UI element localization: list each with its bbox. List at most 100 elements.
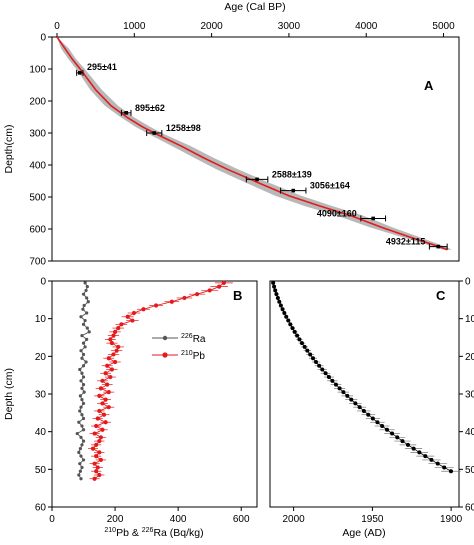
- panel-b-legend: 226Ra 210Pb: [152, 333, 206, 362]
- x-tick-label: 4000: [355, 21, 378, 32]
- pb210-point: [94, 454, 99, 459]
- ra226-point: [79, 349, 83, 353]
- age-point: [400, 439, 405, 444]
- pb210-point: [111, 352, 116, 357]
- ra226-point: [79, 477, 83, 481]
- pb210-point: [119, 322, 124, 327]
- date-label: 4932±115: [386, 237, 425, 247]
- pb210-point: [97, 438, 102, 444]
- pb210-point: [125, 314, 130, 319]
- age-point: [297, 337, 302, 342]
- pb210-point: [97, 472, 102, 478]
- panel-c-frame: [269, 280, 460, 508]
- ra226-point: [84, 288, 88, 293]
- pb210-point: [103, 397, 108, 402]
- y-tick-label: 60: [465, 503, 474, 514]
- pb210-point: [116, 325, 121, 331]
- panel-b-series-group: [75, 280, 233, 481]
- y-tick-label: 0: [465, 277, 471, 288]
- ra226-point: [77, 450, 81, 454]
- age-point: [299, 341, 304, 346]
- y-tick-label: 400: [29, 161, 46, 172]
- ra226-point: [77, 420, 81, 424]
- ra226-point: [81, 292, 86, 296]
- panel-c-x-ticks: 2000 1950 1900: [283, 507, 463, 525]
- pb210-line: [92, 282, 225, 480]
- date-label: 3056±164: [310, 181, 350, 191]
- pb210-point: [98, 457, 103, 463]
- date-point: [291, 188, 296, 193]
- panel-c-series-group: [271, 280, 461, 474]
- x-tick-label: 2000: [283, 514, 306, 525]
- xlabel-sup-1: 210: [104, 527, 116, 534]
- ra226-point: [78, 469, 82, 473]
- age-point: [337, 386, 342, 391]
- age-point: [313, 359, 318, 364]
- ra226-point: [86, 300, 90, 304]
- pb210-point: [112, 359, 118, 365]
- date-point: [436, 244, 441, 249]
- ra226-point: [84, 360, 88, 364]
- ra226-point: [83, 281, 87, 285]
- ra226-point: [81, 416, 86, 421]
- age-point: [271, 280, 276, 285]
- x-tick-label: 1000: [123, 21, 146, 32]
- age-point: [448, 469, 453, 474]
- xlabel-text-1: Pb &: [116, 527, 142, 539]
- ra226-point: [81, 322, 86, 326]
- pb210-point: [106, 390, 111, 395]
- age-point: [323, 371, 328, 376]
- age-point: [345, 393, 350, 398]
- ra226-point: [79, 454, 83, 458]
- age-point: [361, 408, 366, 413]
- ra226-point: [79, 379, 83, 383]
- pb210-point: [108, 337, 113, 342]
- pb210-point: [111, 333, 116, 338]
- panel-a-x-ticks: 0 1000 2000 3000 4000 5000: [54, 21, 455, 37]
- age-point: [380, 424, 385, 429]
- age-point: [292, 329, 297, 334]
- ra226-point: [80, 413, 84, 417]
- ra226-point: [80, 398, 84, 402]
- legend-pb-marker: [162, 352, 168, 358]
- ra226-point: [81, 428, 86, 432]
- y-tick-label: 40: [465, 427, 474, 438]
- age-point: [333, 382, 338, 387]
- pb210-point: [217, 284, 222, 289]
- pb210-point: [114, 348, 119, 353]
- age-point: [317, 363, 322, 368]
- age-point: [288, 322, 293, 327]
- pb210-point: [116, 344, 121, 350]
- y-tick-label: 100: [29, 65, 46, 76]
- ra226-point: [81, 375, 86, 379]
- date-point: [152, 131, 157, 135]
- ra226-point: [78, 394, 82, 398]
- x-tick-label: 600: [233, 514, 250, 525]
- age-point: [423, 454, 428, 459]
- ra226-point: [83, 345, 87, 349]
- ra226-point: [85, 311, 89, 315]
- ra226-point: [83, 318, 87, 323]
- ra226-point: [85, 326, 89, 330]
- pb210-point: [153, 303, 159, 308]
- date-point: [255, 177, 259, 182]
- ra226-point: [78, 409, 82, 413]
- panel-a-label: A: [424, 78, 434, 93]
- ra226-point: [80, 424, 84, 428]
- pb210-point: [103, 420, 108, 425]
- ra226-point: [79, 435, 83, 439]
- ra226-point: [81, 364, 86, 368]
- age-point: [286, 318, 291, 323]
- ra226-point: [75, 431, 79, 436]
- pb210-point: [207, 288, 212, 293]
- age-point: [341, 390, 346, 395]
- panel-a-xlabel: Age (Cal BP): [224, 1, 285, 13]
- date-point: [124, 111, 128, 115]
- x-tick-label: 1950: [361, 514, 384, 525]
- y-tick-label: 20: [465, 352, 474, 363]
- pb210-point: [182, 295, 187, 301]
- ra226-point: [82, 303, 86, 308]
